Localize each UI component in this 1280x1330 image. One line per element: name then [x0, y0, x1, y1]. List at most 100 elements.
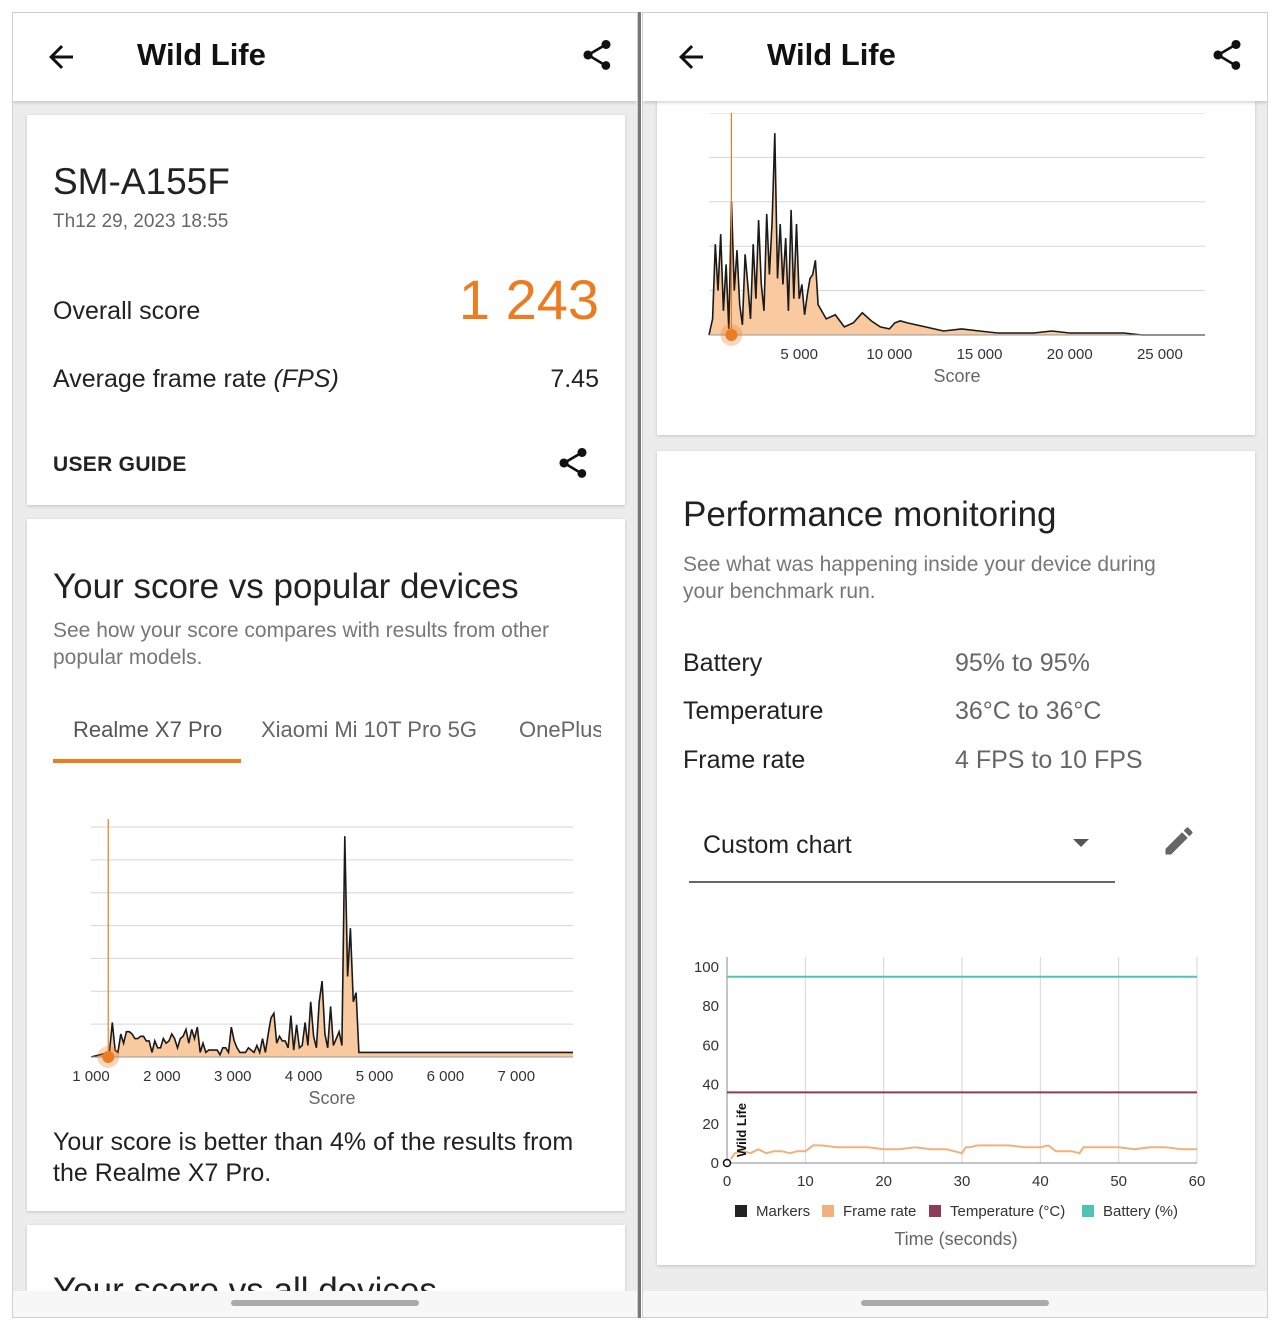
- share-icon[interactable]: [579, 37, 615, 73]
- home-indicator[interactable]: [231, 1300, 419, 1306]
- x-tick-label: 1 000: [72, 1068, 110, 1085]
- all-devices-score-distribution-chart: 5 000 10 000 15 000 20 000 25 000 Score: [708, 113, 1205, 386]
- realme-score-distribution-chart: 1 000 2 000 3 000 4 000 5 000 6 000 7 000 Score: [72, 819, 573, 1108]
- start-marker: [722, 1158, 732, 1168]
- all-devices-card: 5 000 10 000 15 000 20 000 25 000 Score: [657, 73, 1255, 435]
- subtitle-line: See what was happening inside your devic…: [683, 553, 1156, 576]
- distribution-line: [90, 836, 573, 1058]
- x-tick-label: 6 000: [427, 1068, 465, 1085]
- fps-unit: (FPS): [273, 365, 339, 393]
- x-axis-title: Time (seconds): [894, 1229, 1017, 1249]
- distribution-line: [708, 133, 1205, 336]
- performance-monitoring-card: Performance monitoring See what was happ…: [657, 451, 1255, 1265]
- legend-label: Frame rate: [843, 1203, 916, 1220]
- verdict-line: Your score is better than 4% of the resu…: [53, 1128, 574, 1156]
- popular-devices-card: Your score vs popular devices See how yo…: [27, 519, 625, 1211]
- legend-swatch: [822, 1205, 834, 1217]
- frame-rate-series: [730, 1144, 1197, 1160]
- legend-swatch: [929, 1205, 941, 1217]
- share-icon[interactable]: [1209, 37, 1245, 73]
- marker-label: Wild Life: [734, 1103, 749, 1157]
- tab-realme-x7-pro[interactable]: Realme X7 Pro: [73, 717, 223, 742]
- x-axis-title: Score: [308, 1088, 355, 1108]
- x-tick-label: 7 000: [498, 1068, 536, 1085]
- tab-indicator: [53, 759, 241, 763]
- tab-xiaomi-mi-10t-pro-5g[interactable]: Xiaomi Mi 10T Pro 5G: [261, 717, 478, 742]
- temperature-label: Temperature: [683, 697, 824, 725]
- x-tick-label: 10 000: [866, 346, 912, 363]
- x-tick-label: 3 000: [214, 1068, 252, 1085]
- x-tick-label: 20: [875, 1173, 892, 1190]
- battery-label: Battery: [683, 649, 763, 677]
- section-subtitle: See what was happening inside your devic…: [683, 551, 1156, 605]
- y-tick-label: 0: [711, 1155, 719, 1172]
- temperature-value: 36°C to 36°C: [955, 697, 1102, 725]
- legend-label: Temperature (°C): [950, 1203, 1065, 1220]
- frame-rate-label: Frame rate: [683, 746, 806, 774]
- fps-label: Average frame rate (FPS): [53, 365, 339, 394]
- overall-score-label: Overall score: [53, 297, 201, 325]
- right-screen: Wild Life 5 000 10 000 15 000 20 000 25 000 S…: [642, 12, 1268, 1318]
- section-title: Your score vs popular devices: [53, 567, 519, 606]
- share-icon[interactable]: [555, 445, 591, 481]
- subtitle-line: See how your score compares with results…: [53, 619, 550, 642]
- legend-swatch: [735, 1205, 747, 1217]
- section-subtitle: See how your score compares with results…: [53, 617, 549, 671]
- pencil-icon[interactable]: [1161, 823, 1197, 859]
- x-tick-label: 25 000: [1137, 346, 1183, 363]
- gesture-bar: [643, 1291, 1267, 1317]
- y-tick-label: 20: [702, 1116, 719, 1133]
- x-tick-label: 10: [797, 1173, 814, 1190]
- tab-oneplus[interactable]: OnePlus: [519, 717, 601, 742]
- back-arrow-icon[interactable]: [673, 39, 709, 75]
- x-tick-label: 30: [954, 1173, 971, 1190]
- x-tick-label: 2 000: [143, 1068, 181, 1085]
- x-tick-label: 5 000: [356, 1068, 394, 1085]
- chart-type-select[interactable]: Custom chart: [703, 831, 852, 859]
- verdict-line: the Realme X7 Pro.: [53, 1159, 272, 1187]
- device-name: SM-A155F: [53, 161, 230, 202]
- x-tick-label: 4 000: [285, 1068, 323, 1085]
- app-bar: Wild Life: [13, 13, 637, 101]
- your-score-marker: [725, 329, 738, 341]
- x-tick-label: 15 000: [957, 346, 1003, 363]
- home-indicator[interactable]: [861, 1300, 1049, 1306]
- app-bar: Wild Life: [643, 13, 1267, 101]
- y-tick-label: 80: [702, 998, 719, 1015]
- distribution-area: [709, 133, 1205, 335]
- back-arrow-icon[interactable]: [43, 39, 79, 75]
- comparison-verdict: Your score is better than 4% of the resu…: [53, 1127, 613, 1189]
- result-card: SM-A155F Th12 29, 2023 18:55 Overall sco…: [27, 115, 625, 505]
- page-title: Wild Life: [137, 37, 266, 72]
- select-underline: [689, 881, 1115, 883]
- dropdown-arrow-icon[interactable]: [1073, 839, 1089, 847]
- result-date: Th12 29, 2023 18:55: [53, 211, 229, 232]
- section-title: Performance monitoring: [683, 495, 1057, 534]
- subtitle-line: your benchmark run.: [683, 580, 876, 603]
- x-axis-title: Score: [933, 366, 980, 386]
- y-tick-label: 100: [694, 959, 719, 976]
- x-tick-label: 0: [723, 1173, 731, 1190]
- subtitle-line: popular models.: [53, 646, 203, 669]
- y-tick-label: 60: [702, 1037, 719, 1054]
- x-tick-label: 20 000: [1047, 346, 1093, 363]
- fps-label-text: Average frame rate: [53, 365, 267, 393]
- page-title: Wild Life: [767, 37, 896, 72]
- overall-score-value: 1 243: [458, 268, 599, 331]
- frame-rate-value: 4 FPS to 10 FPS: [955, 746, 1143, 774]
- performance-monitoring-chart: 0 10 20 30 40 50 60 0 20 40 60 80 100 Wild Life Marker…: [694, 957, 1206, 1249]
- y-tick-label: 40: [702, 1077, 719, 1094]
- legend-label: Battery (%): [1103, 1203, 1178, 1220]
- x-tick-label: 5 000: [780, 346, 818, 363]
- legend-swatch: [1082, 1205, 1094, 1217]
- left-screen: Wild Life SM-A155F Th12 29, 2023 18:55 O…: [12, 12, 638, 1318]
- screenshot-divider: [638, 12, 641, 1318]
- fps-value: 7.45: [550, 365, 599, 393]
- battery-value: 95% to 95%: [955, 649, 1090, 677]
- user-guide-link[interactable]: USER GUIDE: [53, 453, 187, 476]
- your-score-marker: [102, 1051, 115, 1063]
- x-tick-label: 50: [1110, 1173, 1127, 1190]
- legend-label: Markers: [756, 1203, 810, 1220]
- gesture-bar: [13, 1291, 637, 1317]
- x-tick-label: 60: [1189, 1173, 1206, 1190]
